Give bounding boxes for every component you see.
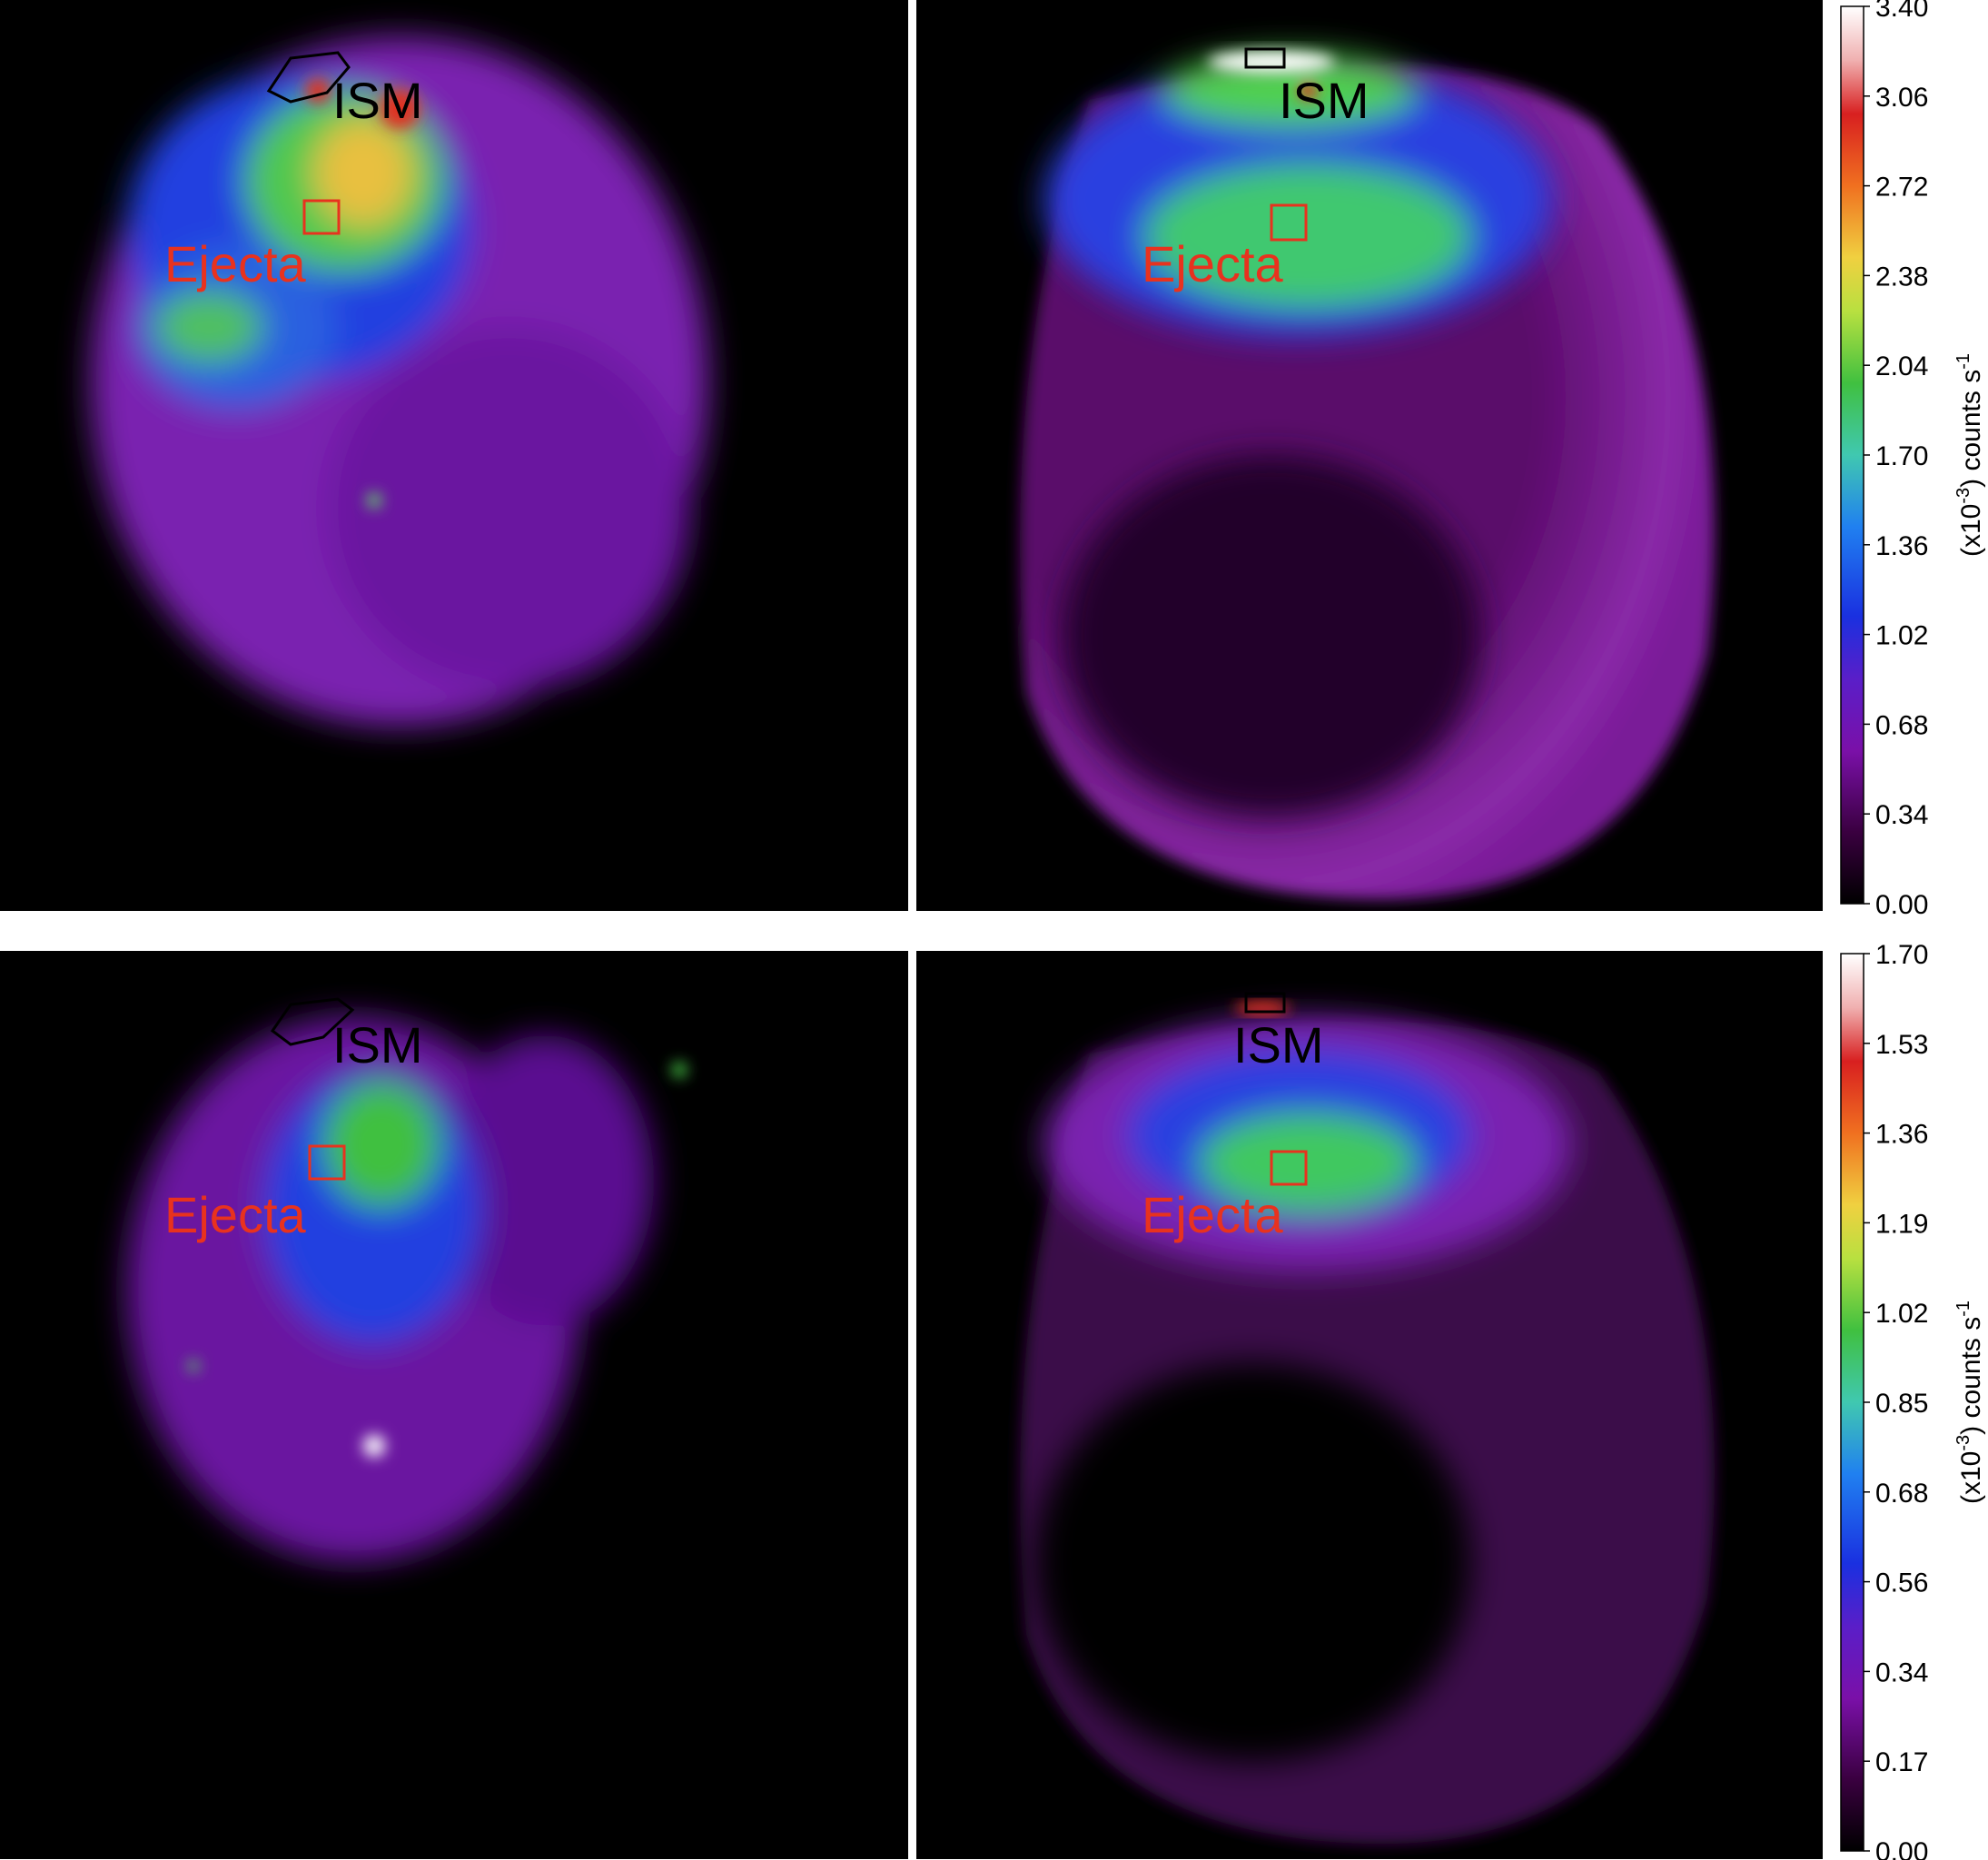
panel-model-bottom (916, 951, 1823, 1859)
colorbar-tick-label: 2.72 (1875, 173, 1928, 203)
colorbar-label-superscript: -3 (1953, 1435, 1973, 1451)
colorbar-tick-label: 1.02 (1875, 1299, 1928, 1329)
ejecta-label: Ejecta (1142, 1186, 1283, 1243)
ism-region (1244, 992, 1286, 1014)
colorbar-tick-label: 1.70 (1875, 441, 1928, 471)
ejecta-region (302, 199, 341, 235)
colorbar-tick-label: 0.00 (1875, 890, 1928, 920)
colorbar-tick-label: 3.40 (1875, 0, 1928, 23)
colorbar (1840, 5, 1864, 905)
colorbar-tick-label: 0.56 (1875, 1568, 1928, 1598)
ejecta-label: Ejecta (164, 235, 306, 292)
colorbar-label: (x10-3) counts s-1 (1953, 1301, 1986, 1504)
colorbar-label-text: (x10 (1956, 504, 1986, 557)
ism-region (1244, 47, 1286, 69)
colorbar-tick-label: 1.70 (1875, 940, 1928, 970)
colorbar-tick-label: 1.36 (1875, 531, 1928, 561)
colorbar-label-text: ) counts s (1956, 1317, 1986, 1435)
colorbar-tick-label: 0.68 (1875, 710, 1928, 740)
colorbar-label-text: (x10 (1956, 1451, 1986, 1504)
colorbar-tick-label: 2.04 (1875, 351, 1928, 381)
colorbar-tick-label: 0.34 (1875, 800, 1928, 830)
ism-region (266, 51, 351, 104)
ism-region (270, 997, 355, 1046)
colorbar-tick-label: 0.34 (1875, 1657, 1928, 1687)
colorbar-label: (x10-3) counts s-1 (1953, 353, 1986, 557)
ism-label: ISM (1233, 1016, 1324, 1073)
ejecta-region (1270, 1150, 1308, 1186)
ejecta-label: Ejecta (164, 1186, 306, 1243)
ism-label: ISM (332, 1016, 423, 1073)
colorbar-tick-label: 0.68 (1875, 1479, 1928, 1509)
panel-observed-bottom (0, 951, 908, 1859)
colorbar-label-superscript: -1 (1953, 353, 1973, 370)
colorbar-tick-label: 3.06 (1875, 83, 1928, 113)
panel-observed-top (0, 0, 908, 911)
colorbar-tick-label: 1.02 (1875, 621, 1928, 651)
ejecta-region (1270, 203, 1308, 242)
colorbar (1840, 953, 1864, 1852)
colorbar-label-superscript: -3 (1953, 488, 1973, 504)
ism-label: ISM (332, 72, 423, 129)
colorbar-tick-label: 1.36 (1875, 1120, 1928, 1150)
ism-label: ISM (1279, 72, 1370, 129)
panel-model-top (916, 0, 1823, 911)
colorbar-tick-label: 0.17 (1875, 1747, 1928, 1777)
colorbar-tick-label: 0.00 (1875, 1837, 1928, 1860)
colorbar-tick-label: 2.38 (1875, 262, 1928, 292)
colorbar-tick-label: 1.19 (1875, 1209, 1928, 1239)
ejecta-label: Ejecta (1142, 235, 1283, 292)
colorbar-tick-label: 1.53 (1875, 1030, 1928, 1060)
ejecta-region (308, 1144, 346, 1181)
colorbar-tick-label: 0.85 (1875, 1389, 1928, 1419)
colorbar-label-superscript: -1 (1953, 1301, 1973, 1317)
colorbar-label-text: ) counts s (1956, 370, 1986, 488)
